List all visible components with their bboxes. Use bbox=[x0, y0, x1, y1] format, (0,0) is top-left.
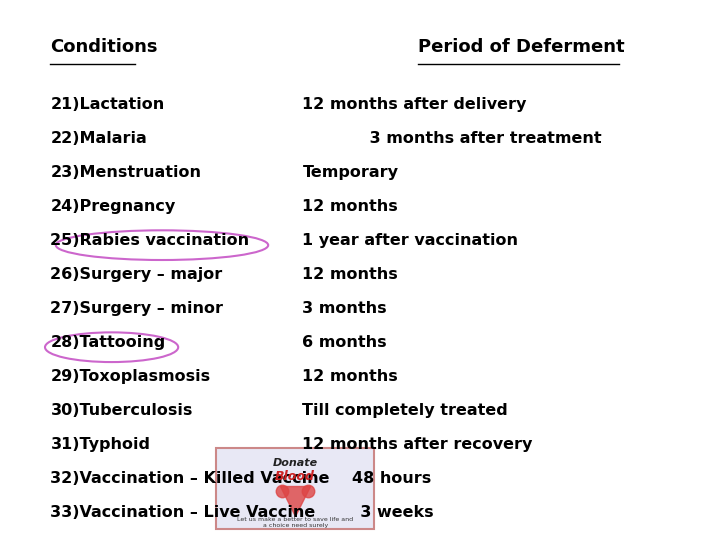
Text: 6 months: 6 months bbox=[302, 335, 387, 350]
Text: Till completely treated: Till completely treated bbox=[302, 403, 508, 418]
Text: 33)Vaccination – Live Vaccine        3 weeks: 33)Vaccination – Live Vaccine 3 weeks bbox=[50, 505, 434, 521]
Text: 29)Toxoplasmosis: 29)Toxoplasmosis bbox=[50, 369, 210, 384]
Text: Let us make a better to save life and
a choice need surely: Let us make a better to save life and a … bbox=[237, 517, 354, 528]
Text: 24)Pregnancy: 24)Pregnancy bbox=[50, 199, 176, 214]
Text: Conditions: Conditions bbox=[50, 38, 158, 56]
Text: Temporary: Temporary bbox=[302, 165, 398, 180]
Text: 3 months after treatment: 3 months after treatment bbox=[302, 131, 602, 146]
Text: 12 months after recovery: 12 months after recovery bbox=[302, 437, 533, 453]
Text: 31)Typhoid: 31)Typhoid bbox=[50, 437, 150, 453]
Text: 1 year after vaccination: 1 year after vaccination bbox=[302, 233, 518, 248]
Text: 12 months: 12 months bbox=[302, 369, 398, 384]
FancyBboxPatch shape bbox=[216, 448, 374, 529]
Text: 23)Menstruation: 23)Menstruation bbox=[50, 165, 202, 180]
Text: Blood: Blood bbox=[275, 470, 315, 483]
Text: 26)Surgery – major: 26)Surgery – major bbox=[50, 267, 222, 282]
Text: 28)Tattooing: 28)Tattooing bbox=[50, 335, 166, 350]
Text: Period of Deferment: Period of Deferment bbox=[418, 38, 624, 56]
Text: Donate: Donate bbox=[273, 458, 318, 468]
Text: 12 months: 12 months bbox=[302, 267, 398, 282]
Text: 32)Vaccination – Killed Vaccine    48 hours: 32)Vaccination – Killed Vaccine 48 hours bbox=[50, 471, 432, 487]
Text: 30)Tuberculosis: 30)Tuberculosis bbox=[50, 403, 193, 418]
Text: 22)Malaria: 22)Malaria bbox=[50, 131, 147, 146]
Text: 21)Lactation: 21)Lactation bbox=[50, 97, 165, 112]
Text: 25)Rabies vaccination: 25)Rabies vaccination bbox=[50, 233, 250, 248]
Text: 3 months: 3 months bbox=[302, 301, 387, 316]
Text: 12 months after delivery: 12 months after delivery bbox=[302, 97, 527, 112]
Text: 12 months: 12 months bbox=[302, 199, 398, 214]
Text: 27)Surgery – minor: 27)Surgery – minor bbox=[50, 301, 223, 316]
